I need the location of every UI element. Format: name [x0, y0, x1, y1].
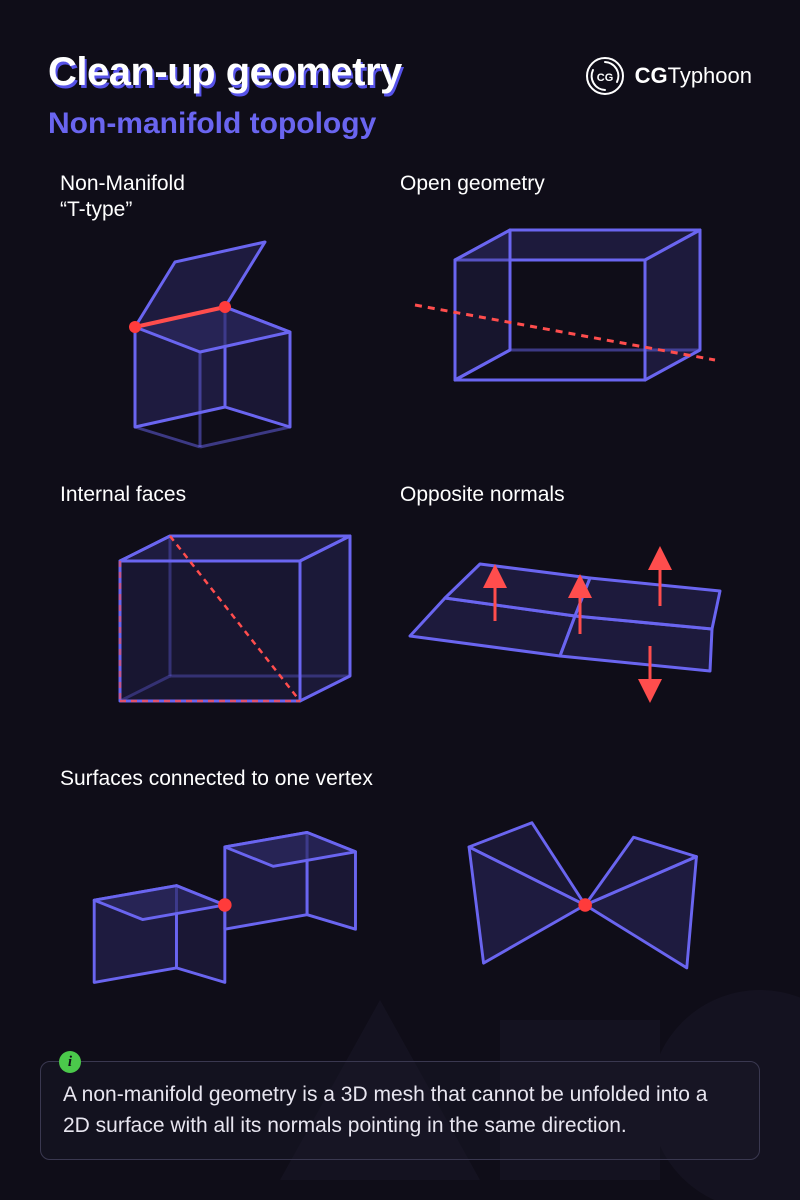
- diagram-label: Surfaces connected to one vertex: [60, 766, 740, 792]
- diagram-one-vertex: Surfaces connected to one vertex: [60, 766, 740, 1010]
- diagram-internal-faces: Internal faces: [60, 482, 360, 746]
- diagram-label: Opposite normals: [400, 482, 740, 508]
- brand-text: CGTyphoon: [635, 63, 752, 89]
- info-box: i A non-manifold geometry is a 3D mesh t…: [40, 1061, 760, 1160]
- brand-icon: CG: [585, 56, 625, 96]
- open-geometry-svg: [400, 205, 720, 435]
- svg-text:CG: CG: [596, 72, 613, 84]
- one-vertex-cubes-svg: [70, 800, 380, 1010]
- diagram-opposite-normals: Opposite normals: [400, 482, 740, 746]
- diagram-label: Non-Manifold“T-type”: [60, 171, 360, 224]
- one-vertex-tris-svg: [440, 800, 730, 1010]
- diagram-label: Internal faces: [60, 482, 360, 508]
- page-subtitle: Non-manifold topology: [48, 107, 585, 141]
- info-icon: i: [59, 1051, 81, 1073]
- diagram-t-type: Non-Manifold“T-type”: [60, 171, 360, 462]
- diagram-label: Open geometry: [400, 171, 740, 197]
- page-title: Clean-up geometry: [48, 50, 585, 95]
- internal-faces-svg: [60, 516, 360, 746]
- header: Clean-up geometry Non-manifold topology …: [0, 0, 800, 141]
- info-text: A non-manifold geometry is a 3D mesh tha…: [63, 1080, 737, 1141]
- opposite-normals-svg: [400, 516, 740, 716]
- diagram-grid: Non-Manifold“T-type” Open geometry: [0, 141, 800, 1010]
- t-type-svg: [60, 232, 360, 462]
- diagram-open-geometry: Open geometry: [400, 171, 740, 462]
- brand-logo: CG CGTyphoon: [585, 56, 752, 96]
